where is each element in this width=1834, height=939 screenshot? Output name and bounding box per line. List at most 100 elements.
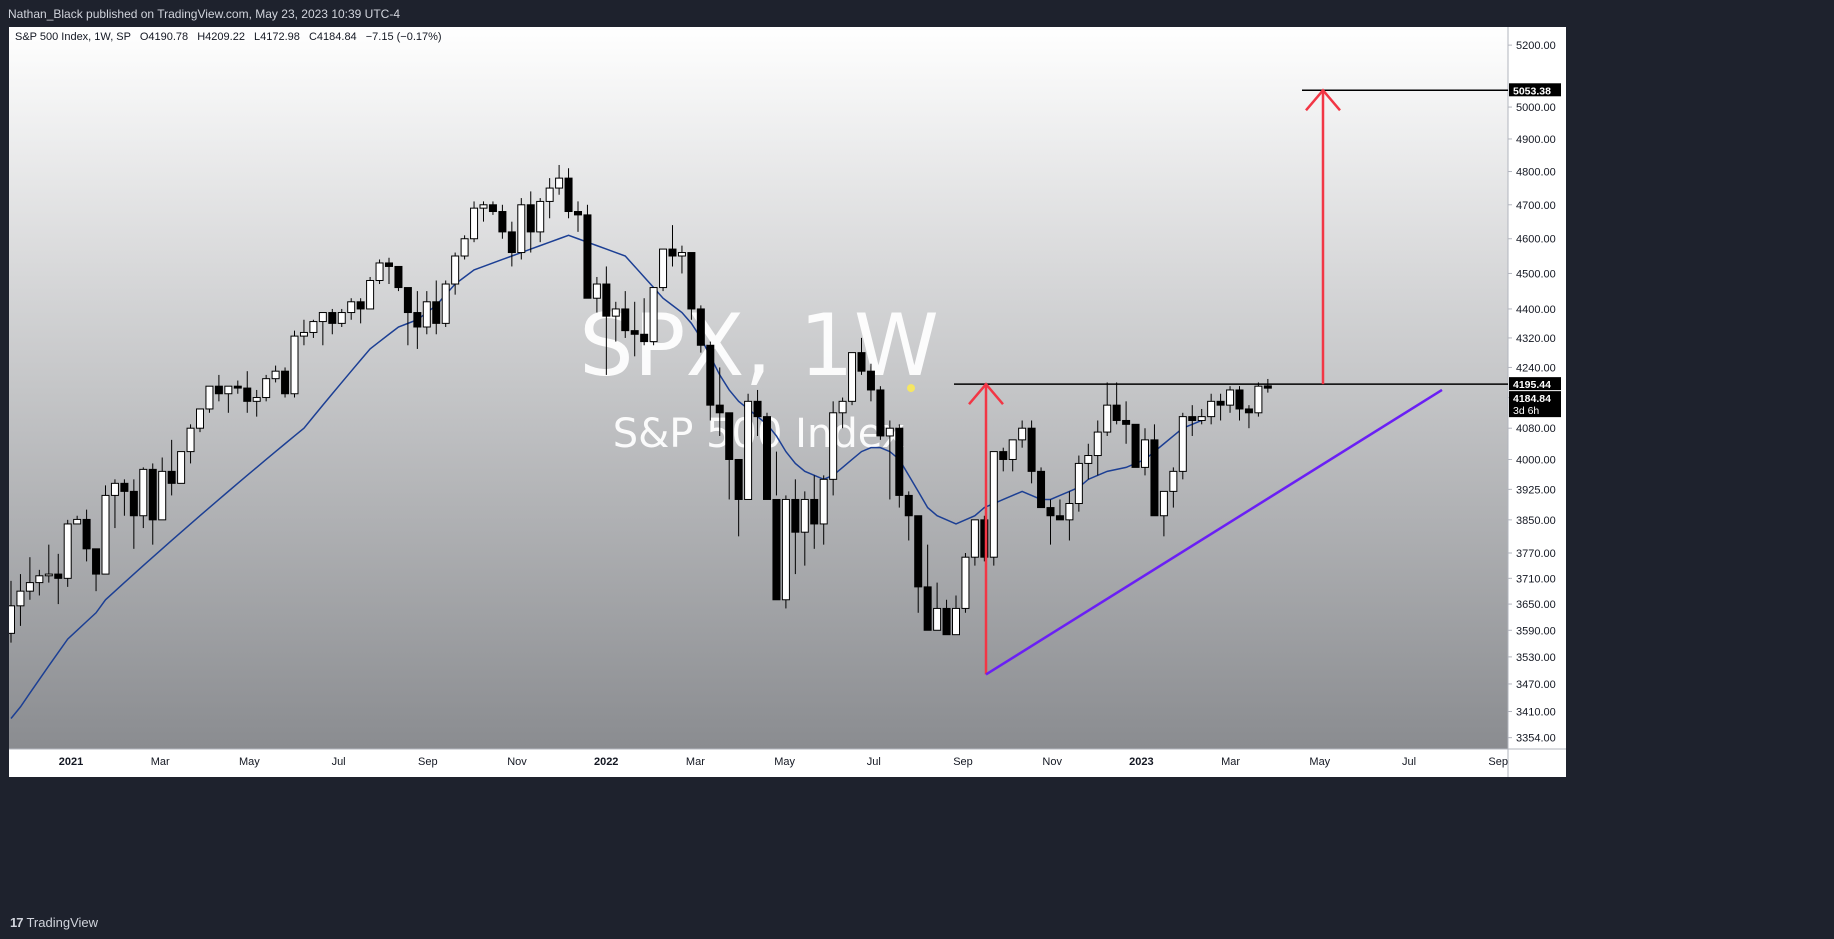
candle-down — [281, 370, 290, 395]
candle-down — [668, 248, 677, 257]
candle-down — [725, 412, 734, 460]
price-tick-label: 5000.00 — [1516, 102, 1556, 114]
target-price-tag-bg — [1509, 83, 1561, 97]
time-tick-label: May — [774, 756, 795, 768]
time-tick-label: May — [1309, 756, 1330, 768]
candle-down — [54, 573, 63, 579]
candle-up — [177, 451, 186, 484]
candle-down — [914, 515, 923, 588]
candle-up — [1084, 455, 1093, 464]
candles-layer — [9, 164, 1272, 643]
candle-up — [1226, 389, 1235, 406]
price-tick-label: 3650.00 — [1516, 599, 1556, 611]
candle-up — [35, 575, 44, 584]
candle-down — [214, 385, 223, 395]
candle-down — [1188, 416, 1197, 421]
time-axis[interactable]: 2021 Mar May Jul Sep Nov 2022 Mar May Jul Sep Nov 20… — [59, 756, 1508, 768]
candle-up — [375, 262, 384, 281]
candle-down — [942, 607, 951, 636]
candle-down — [715, 404, 724, 414]
candle-up — [800, 498, 809, 533]
candle-up — [299, 331, 308, 337]
tradingview-logo-icon: 17 — [10, 915, 24, 930]
candle-down — [687, 252, 696, 310]
candle-down — [120, 482, 129, 492]
candle-down — [696, 308, 705, 346]
candle-down — [1055, 515, 1064, 521]
price-tick-label: 4080.00 — [1516, 423, 1556, 435]
drawings-layer[interactable] — [907, 88, 1508, 676]
candle-down — [621, 308, 630, 332]
candle-up — [422, 301, 431, 328]
time-tick-label: May — [239, 756, 260, 768]
candle-up — [224, 385, 233, 395]
candle-down — [526, 204, 535, 233]
candle-up — [1065, 503, 1074, 521]
candle-up — [318, 312, 327, 323]
chart-area[interactable]: SPX, 1W S&P 500 Index 5200.00 5000.00 4900… — [9, 27, 1834, 906]
candle-up — [838, 400, 847, 414]
candle-up — [1197, 416, 1206, 421]
candle-down — [1027, 427, 1036, 472]
candle-up — [1074, 462, 1083, 505]
candle-up — [186, 427, 195, 453]
candle-up — [952, 607, 960, 636]
candle-down — [1150, 439, 1159, 517]
price-tick-label: 3925.00 — [1516, 484, 1556, 496]
candle-up — [649, 287, 658, 343]
candle-up — [290, 335, 299, 395]
price-tick-label: 3770.00 — [1516, 548, 1556, 560]
price-tick-label: 4600.00 — [1516, 234, 1556, 246]
candle-up — [460, 238, 469, 257]
candle-up — [196, 408, 204, 429]
publisher-bar: Nathan_Black published on TradingView.co… — [0, 0, 1834, 27]
candle-up — [441, 283, 450, 324]
legend-symbol-line: S&P 500 Index, 1W, SP O4190.78 H4209.22 … — [15, 31, 442, 43]
moving-average-layer — [10, 234, 1202, 719]
candle-down — [866, 370, 875, 391]
candle-up — [1008, 439, 1017, 460]
price-axis[interactable]: 5200.00 5000.00 4900.00 4800.00 4700.00 4600.… — [1508, 40, 1556, 745]
ascending-trendline[interactable] — [985, 388, 1443, 676]
candle-up — [659, 248, 668, 289]
candle-down — [1112, 404, 1121, 421]
moving-average-line — [10, 234, 1202, 719]
candle-up — [110, 482, 119, 496]
time-tick-label: Sep — [418, 756, 438, 768]
candle-up — [337, 312, 346, 324]
candle-up — [1169, 470, 1178, 492]
time-tick-label: Jul — [332, 756, 346, 768]
price-tick-label: 4240.00 — [1516, 362, 1556, 374]
candle-down — [488, 204, 497, 213]
time-tick-label: Nov — [1042, 756, 1062, 768]
candle-down — [857, 352, 866, 372]
candle-up — [592, 283, 601, 299]
price-tick-label: 4000.00 — [1516, 454, 1556, 466]
legend-open: O4190.78 — [140, 31, 188, 43]
candle-down — [583, 214, 592, 299]
candle-up — [479, 204, 488, 209]
tradingview-brand[interactable]: 17 TradingView — [10, 915, 98, 930]
candle-down — [753, 400, 762, 418]
candle-up — [470, 207, 479, 240]
footer-bar: 17 TradingView — [0, 906, 1834, 939]
legend-low: L4172.98 — [254, 31, 300, 43]
resistance-price-tag-bg — [1509, 377, 1561, 391]
candle-down — [999, 451, 1008, 460]
candle-up — [781, 498, 790, 601]
candle-down — [904, 494, 913, 517]
candle-down — [394, 265, 403, 289]
chart-svg[interactable]: SPX, 1W S&P 500 Index 5200.00 5000.00 4900… — [9, 27, 1834, 906]
resistance-price-tag-label: 4195.44 — [1513, 379, 1551, 391]
candle-up — [970, 519, 979, 558]
legend-high: H4209.22 — [197, 31, 245, 43]
candle-up — [1254, 385, 1263, 414]
candle-up — [611, 308, 620, 317]
candle-down — [413, 312, 422, 328]
candle-up — [933, 607, 942, 631]
candle-up — [347, 301, 356, 314]
candle-up — [139, 468, 148, 517]
price-tick-label: 3530.00 — [1516, 652, 1556, 664]
candle-down — [895, 427, 904, 496]
